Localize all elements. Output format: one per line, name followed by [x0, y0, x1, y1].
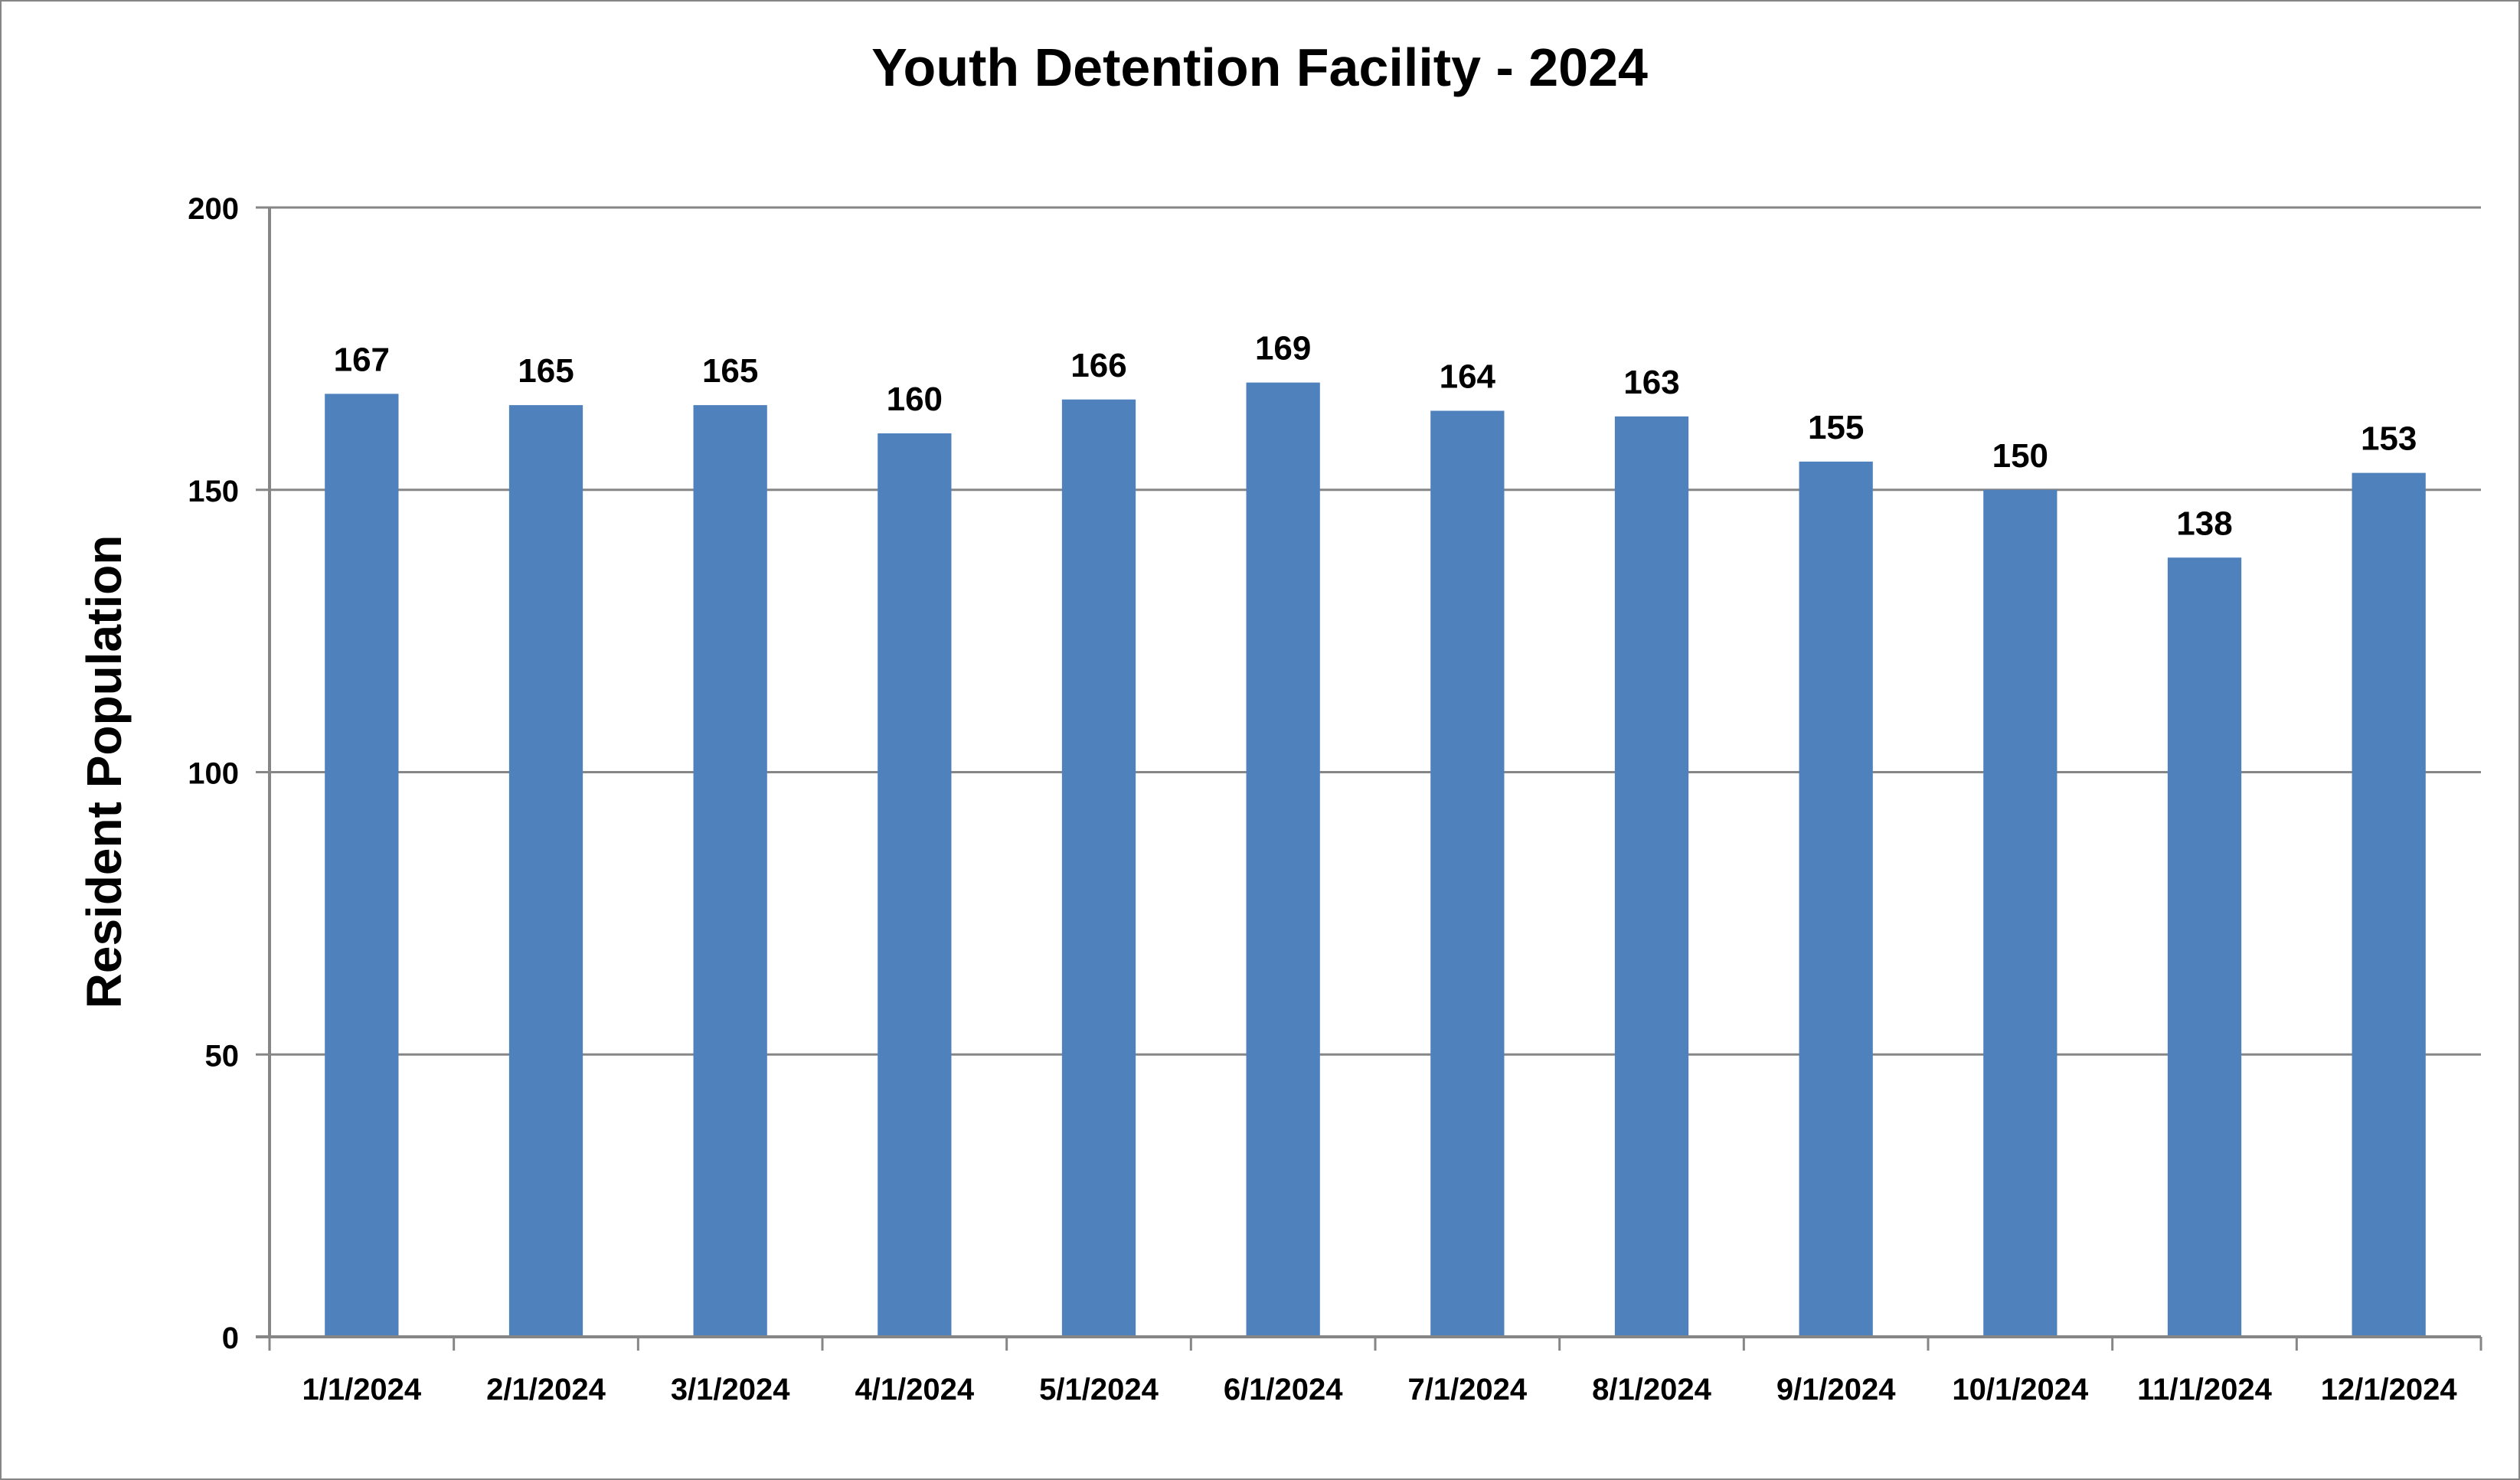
data-label: 165 — [702, 352, 758, 390]
x-tick-label: 4/1/2024 — [855, 1373, 974, 1406]
x-tick-label: 2/1/2024 — [486, 1373, 606, 1406]
bar — [1983, 489, 2058, 1337]
x-tick-label: 1/1/2024 — [302, 1373, 421, 1406]
y-tick-label: 150 — [188, 475, 239, 508]
data-label: 150 — [1992, 437, 2048, 475]
bar — [1246, 382, 1320, 1337]
bar — [325, 394, 399, 1337]
x-tick-label: 8/1/2024 — [1592, 1373, 1711, 1406]
y-tick-label: 100 — [188, 757, 239, 791]
y-tick-label: 0 — [222, 1322, 239, 1355]
x-tick-label: 11/1/2024 — [2137, 1373, 2272, 1406]
bar — [1430, 410, 1505, 1337]
x-tick-label: 12/1/2024 — [2321, 1373, 2458, 1406]
bar — [1614, 416, 1689, 1337]
x-tick-label: 6/1/2024 — [1224, 1373, 1343, 1406]
x-tick-label: 9/1/2024 — [1776, 1373, 1896, 1406]
data-label: 138 — [2176, 505, 2232, 542]
data-label: 160 — [887, 381, 943, 418]
bar — [693, 405, 767, 1337]
bar — [878, 433, 952, 1337]
y-tick-label: 50 — [205, 1039, 240, 1073]
y-tick-label: 200 — [188, 192, 239, 226]
data-label: 163 — [1623, 364, 1679, 401]
data-label: 165 — [518, 352, 574, 390]
x-tick-label: 7/1/2024 — [1407, 1373, 1527, 1406]
chart-title: Youth Detention Facility - 2024 — [871, 38, 1648, 97]
x-tick-label: 5/1/2024 — [1039, 1373, 1159, 1406]
data-label: 155 — [1808, 409, 1864, 446]
y-axis-label: Resident Population — [77, 535, 132, 1009]
bar — [2167, 557, 2242, 1337]
data-label: 164 — [1440, 358, 1496, 396]
bar — [2352, 472, 2426, 1337]
bar — [508, 405, 583, 1337]
bar — [1061, 399, 1136, 1337]
x-tick-label: 10/1/2024 — [1952, 1373, 2089, 1406]
bar — [1799, 461, 1873, 1337]
data-label: 167 — [334, 341, 390, 378]
data-label: 169 — [1255, 330, 1311, 368]
data-label: 153 — [2361, 420, 2417, 458]
data-label: 166 — [1070, 347, 1126, 384]
x-tick-label: 3/1/2024 — [671, 1373, 790, 1406]
